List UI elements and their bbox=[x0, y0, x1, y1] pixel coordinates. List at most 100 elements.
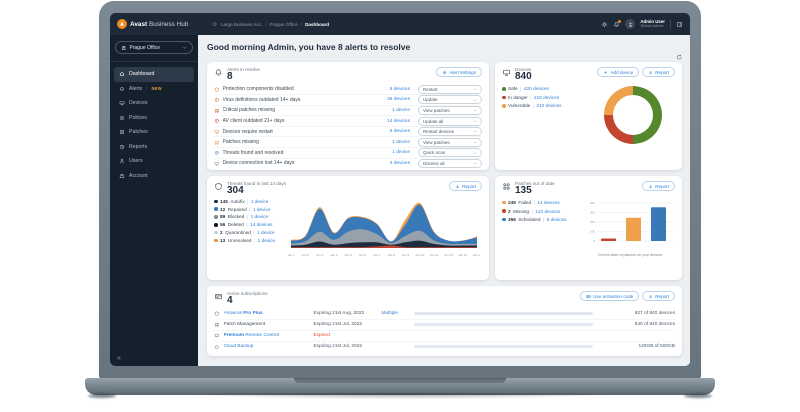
alert-devices-link[interactable]: 6 devices bbox=[389, 129, 410, 135]
alert-devices-link[interactable]: 1 device bbox=[392, 107, 410, 113]
devices-report-button[interactable]: Report bbox=[642, 67, 675, 77]
alert-devices-link[interactable]: 6 devices bbox=[389, 86, 410, 92]
alert-devices-link[interactable]: 1 device bbox=[392, 150, 410, 156]
legend-value-link[interactable]: 210 devices bbox=[534, 94, 560, 100]
subscription-name[interactable]: Premium Remote Control bbox=[224, 333, 310, 338]
alert-action-dropdown[interactable]: View patches bbox=[418, 137, 482, 147]
threats-legend-item: 13 Unresolved | 1 device bbox=[214, 236, 288, 244]
legend-name: Autofix bbox=[230, 198, 245, 204]
breadcrumb-item[interactable]: Prague Office bbox=[269, 21, 298, 27]
alert-action-label: Update bbox=[423, 97, 438, 103]
svg-text:0: 0 bbox=[593, 239, 595, 243]
badge-separator: | bbox=[146, 86, 148, 92]
cloud-icon bbox=[214, 344, 220, 350]
breadcrumb-item[interactable]: Large Business Acc. bbox=[220, 21, 263, 27]
alert-label: AV client outdated 21+ days bbox=[222, 118, 285, 125]
sliders-icon bbox=[119, 115, 125, 121]
legend-value-link[interactable]: 1 device bbox=[250, 214, 269, 220]
sidebar-item-dashboard[interactable]: Dashboard bbox=[114, 67, 194, 82]
alert-action-dropdown[interactable]: Restart devices bbox=[418, 127, 482, 137]
legend-separator: | bbox=[246, 222, 248, 228]
subscription-name[interactable]: Patch Management bbox=[224, 322, 310, 327]
chevron-icon bbox=[473, 161, 478, 166]
threats-report-button[interactable]: Report bbox=[449, 181, 482, 191]
sidebar-item-patches[interactable]: Patches bbox=[114, 125, 194, 140]
legend-separator: | bbox=[520, 86, 522, 92]
devices-card-header: Devices 840 Add device bbox=[502, 67, 675, 83]
brand-rest: Business Hub bbox=[147, 20, 189, 28]
subscription-name[interactable]: Cloud Backup bbox=[224, 344, 310, 349]
legend-value-link[interactable]: 1 device bbox=[252, 206, 271, 212]
briefcase-icon bbox=[119, 173, 125, 179]
sidebar-item-reports[interactable]: Reports bbox=[114, 140, 194, 155]
legend-dot bbox=[502, 200, 506, 205]
alert-devices-link[interactable]: 14 devices bbox=[387, 118, 410, 124]
alert-devices-link[interactable]: 45 devices bbox=[387, 97, 410, 103]
app-body: Prague Office Dashboard Alerts | NEW Devices… bbox=[110, 35, 690, 366]
sidebar-item-account[interactable]: Account bbox=[114, 169, 194, 184]
subscription-name[interactable]: Antivirus Pro Plus bbox=[224, 311, 310, 316]
add-device-button[interactable]: Add device bbox=[597, 67, 640, 77]
svg-text:Jun 1: Jun 1 bbox=[288, 253, 295, 257]
alert-devices-link[interactable]: 1 device bbox=[392, 139, 410, 145]
app-window: Avast Business Hub Large Business Acc. /… bbox=[110, 13, 690, 366]
sidebar-item-label: Devices bbox=[129, 100, 148, 107]
alert-label: Threats found and resolved bbox=[222, 149, 284, 156]
bell-icon bbox=[214, 68, 223, 77]
alert-action-dropdown[interactable]: Update all bbox=[418, 116, 482, 126]
laptop-base-notch bbox=[294, 378, 506, 383]
use-activation-code-button[interactable]: Use activation code bbox=[580, 291, 640, 301]
alert-action-dropdown[interactable]: Quick scan bbox=[418, 148, 482, 158]
threats-legend-item: 145 Autofix | 1 device bbox=[214, 198, 288, 206]
threats-area-chart: Jun 1 Jun 2 Jun 3 Jun 4 Jun 5 Jun 6 Jun 7 Jun 8… bbox=[287, 198, 482, 267]
side-panel-icon[interactable] bbox=[676, 21, 683, 28]
legend-value-link[interactable]: 210 devices bbox=[536, 103, 562, 109]
subscriptions-card-header: Active subscriptions 4 Use activation co… bbox=[214, 291, 675, 307]
alert-action-dropdown[interactable]: Restart bbox=[418, 84, 482, 94]
building-icon bbox=[121, 45, 127, 51]
gear-icon[interactable] bbox=[601, 21, 608, 28]
subscription-expiry: Expiring 21st Jul, 2022 bbox=[313, 322, 363, 327]
legend-value-link[interactable]: 14 devices bbox=[537, 200, 560, 206]
shield-icon bbox=[214, 87, 220, 93]
alert-row: AV client outdated 21+ days 14 devices Upd… bbox=[214, 115, 482, 126]
subscription-row: Patch Management Expiring 21st Jul, 2022 5… bbox=[214, 318, 675, 330]
alert-action-dropdown[interactable]: View patches bbox=[418, 105, 482, 115]
sidebar-collapse-button[interactable]: « bbox=[117, 355, 121, 362]
avatar[interactable] bbox=[625, 19, 636, 29]
alert-action-dropdown[interactable]: Update bbox=[418, 95, 482, 105]
legend-value-link[interactable]: 1 device bbox=[257, 230, 275, 236]
cards-row-2: Threats found in last 14 days 304 Report bbox=[207, 176, 682, 280]
legend-separator: | bbox=[246, 214, 249, 220]
legend-value-link[interactable]: 420 devices bbox=[523, 86, 549, 92]
refresh-icon[interactable] bbox=[676, 54, 683, 61]
notifications-button[interactable] bbox=[613, 19, 622, 28]
sidebar-item-devices[interactable]: Devices bbox=[114, 96, 194, 111]
patches-icon bbox=[214, 108, 220, 114]
alert-action-dropdown[interactable]: Dismiss all bbox=[418, 158, 482, 168]
sidebar-item-label: Account bbox=[129, 172, 148, 179]
subscriptions-report-button[interactable]: Report bbox=[642, 291, 675, 301]
legend-value-link[interactable]: 1 device bbox=[257, 237, 276, 243]
patches-card-title: Patches out of date bbox=[515, 181, 555, 186]
alert-settings-button[interactable]: Alert settings bbox=[436, 67, 482, 77]
monitor-icon bbox=[119, 100, 125, 106]
sidebar-item-users[interactable]: Users bbox=[114, 154, 194, 169]
legend-value-link[interactable]: 14 devices bbox=[250, 222, 273, 228]
patches-report-button[interactable]: Report bbox=[642, 181, 675, 191]
legend-value-link[interactable]: 123 devices bbox=[535, 208, 561, 214]
alert-devices-link[interactable]: 3 devices bbox=[389, 160, 410, 166]
user-block[interactable]: Admin User Global Admin bbox=[640, 19, 665, 29]
legend-dot bbox=[214, 215, 218, 219]
sidebar-item-label: Patches bbox=[129, 129, 148, 136]
sidebar-item-policies[interactable]: Policies bbox=[114, 111, 194, 126]
sidebar-item-alerts[interactable]: Alerts | NEW bbox=[114, 82, 194, 97]
subscription-extra-link[interactable]: Multiple bbox=[381, 311, 399, 316]
reports-icon bbox=[119, 144, 125, 150]
org-selector[interactable]: Prague Office bbox=[115, 41, 193, 54]
legend-value-link[interactable]: 6 devices bbox=[546, 216, 567, 222]
sidebar-item-label: Reports bbox=[129, 143, 148, 150]
home-icon[interactable] bbox=[212, 21, 218, 27]
legend-value-link[interactable]: 1 device bbox=[250, 198, 269, 204]
patches-count: 135 bbox=[515, 185, 532, 196]
